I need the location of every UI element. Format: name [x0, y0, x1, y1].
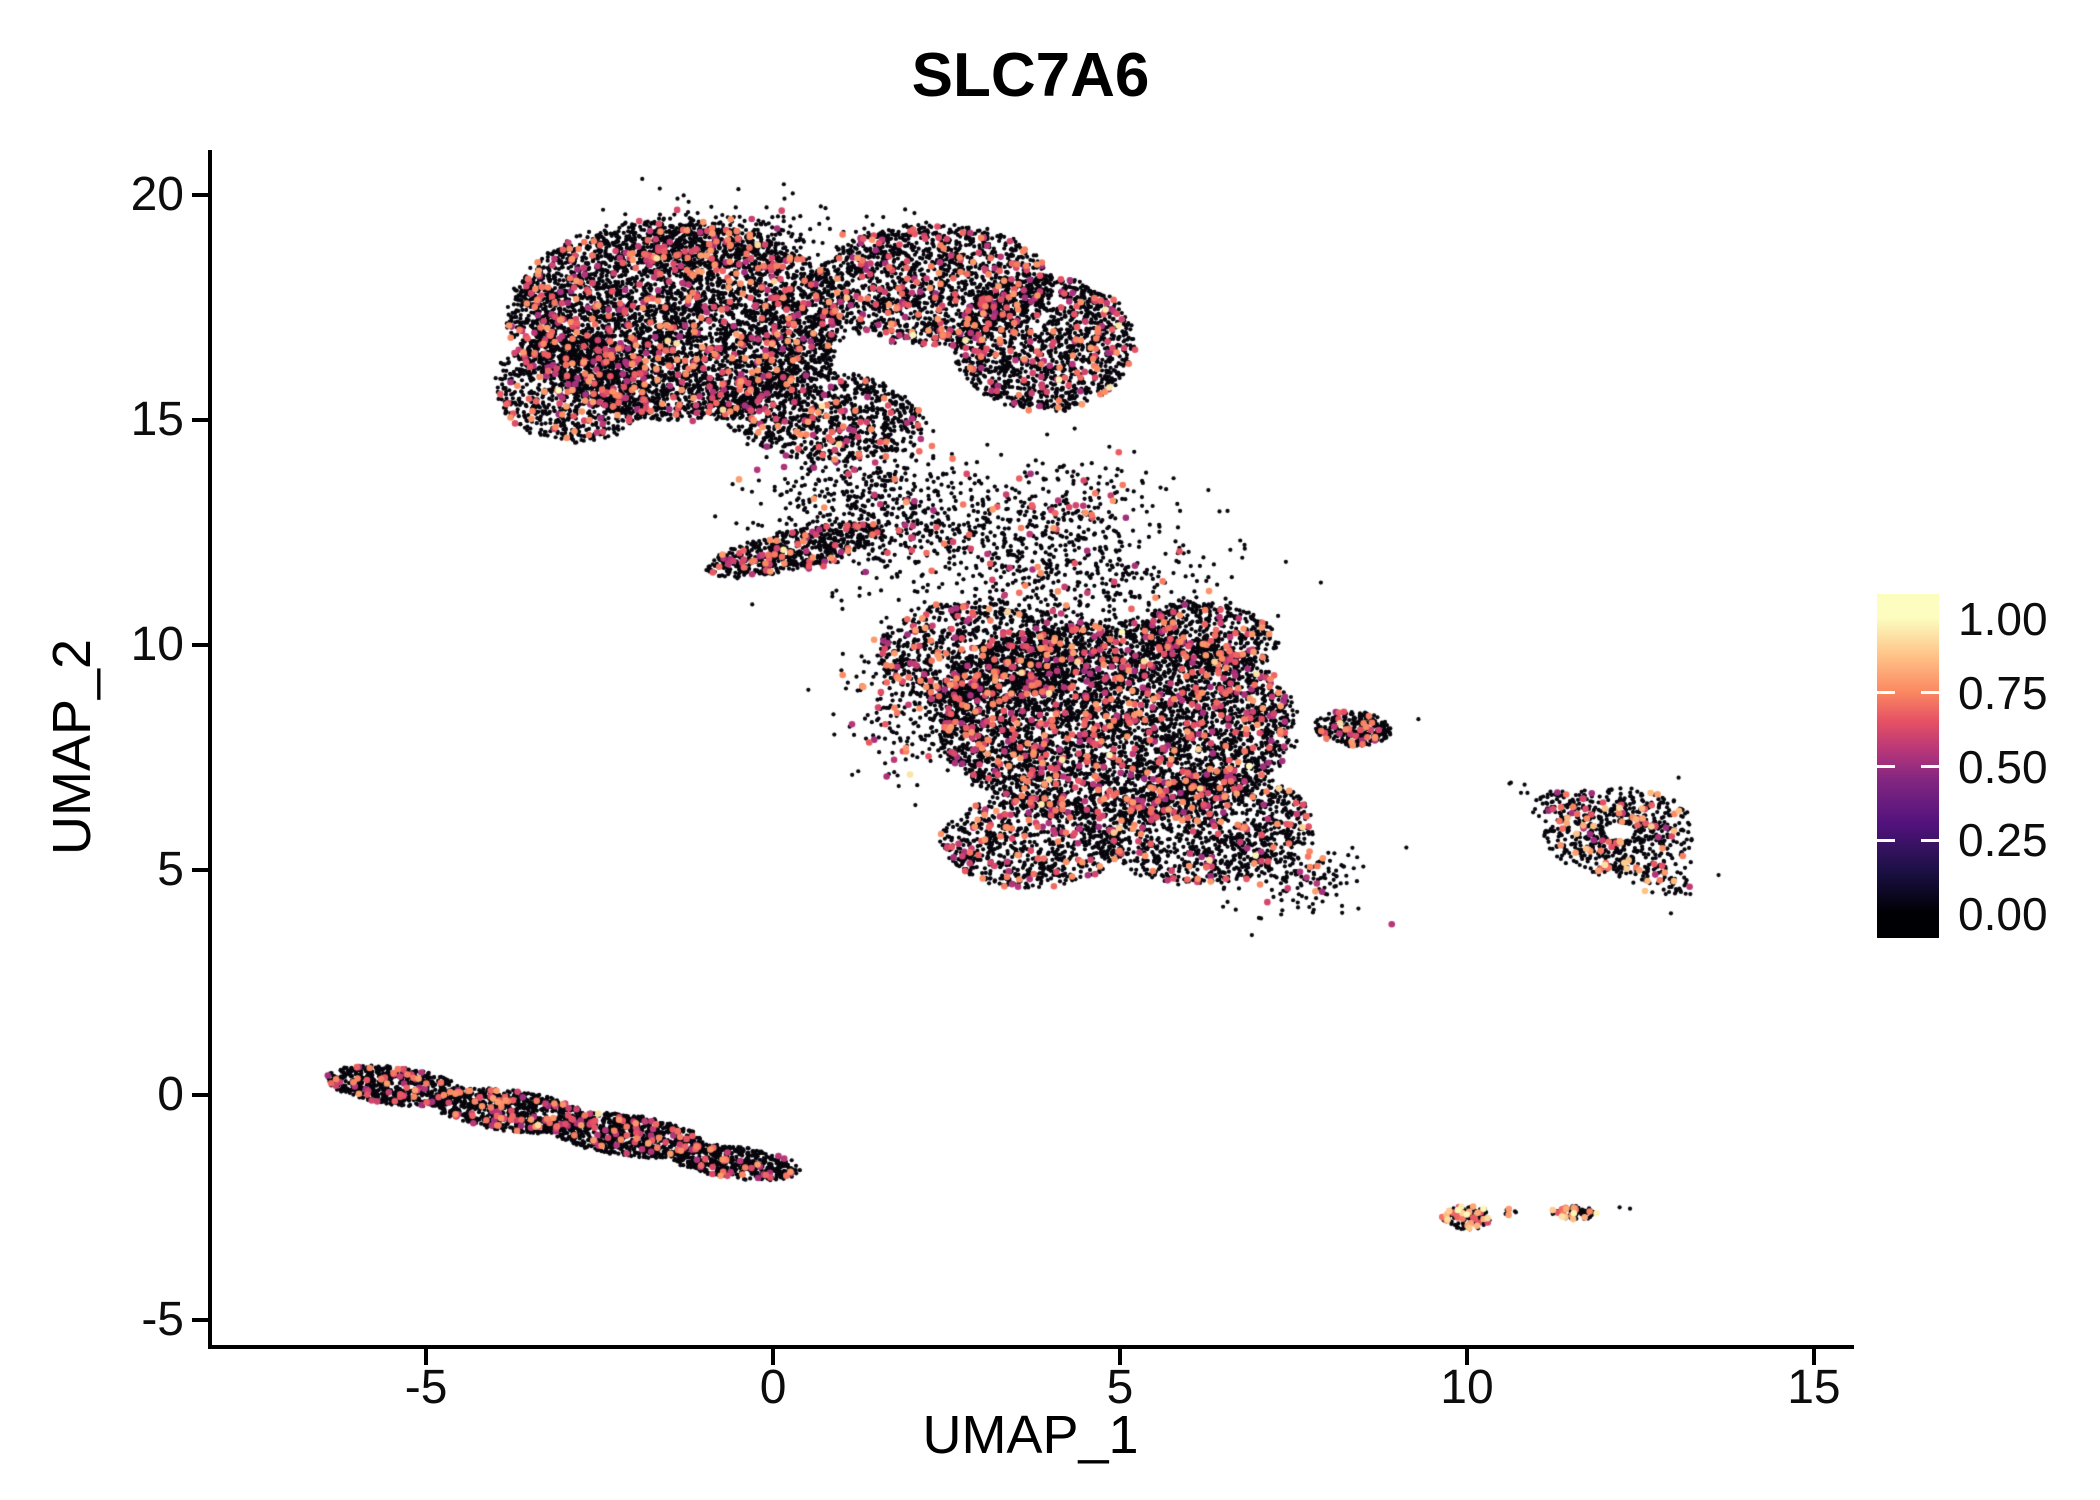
x-tick-mark: [771, 1349, 776, 1365]
x-tick-mark: [424, 1349, 429, 1365]
x-tick-label: 0: [759, 1361, 787, 1414]
y-axis-title: UMAP_2: [42, 638, 102, 856]
colorbar-tick-mark: [1877, 691, 1895, 695]
x-axis-title: UMAP_1: [922, 1405, 1139, 1465]
x-tick-label: -5: [404, 1361, 448, 1414]
x-tick-label: 10: [1440, 1361, 1494, 1414]
colorbar-tick-mark: [1921, 691, 1939, 695]
x-tick-label: 5: [1106, 1361, 1134, 1414]
colorbar-tick-mark: [1877, 765, 1895, 768]
colorbar-tick-label: 0.50: [1958, 740, 2048, 793]
colorbar-tick-mark: [1921, 838, 1939, 842]
y-tick-label: 0: [157, 1067, 184, 1121]
chart-title: SLC7A6: [911, 41, 1150, 110]
y-tick-label: 15: [130, 392, 184, 446]
y-tick-label: 20: [130, 167, 184, 221]
x-tick-mark: [1811, 1349, 1816, 1365]
colorbar-tick-label: 0.00: [1958, 888, 2048, 940]
y-tick-mark: [192, 642, 208, 647]
colorbar-tick-label: 0.25: [1958, 814, 2048, 867]
y-tick-mark: [192, 1317, 208, 1322]
y-tick-mark: [192, 192, 208, 197]
x-tick-label: 15: [1787, 1361, 1841, 1414]
colorbar-tick-label: 1.00: [1958, 593, 2048, 645]
colorbar-tick-mark: [1921, 765, 1939, 768]
x-axis-line: [208, 1345, 1854, 1349]
y-tick-label: 5: [157, 842, 184, 896]
colorbar-tick-mark: [1877, 838, 1895, 842]
x-tick-mark: [1464, 1349, 1469, 1365]
y-axis-line: [208, 150, 212, 1349]
y-tick-mark: [192, 417, 208, 422]
y-tick-label: -5: [141, 1292, 184, 1346]
y-tick-mark: [192, 867, 208, 872]
y-tick-mark: [192, 1092, 208, 1097]
y-tick-label: 10: [130, 617, 184, 671]
colorbar-tick-label: 0.75: [1958, 666, 2048, 719]
x-tick-mark: [1118, 1349, 1122, 1365]
